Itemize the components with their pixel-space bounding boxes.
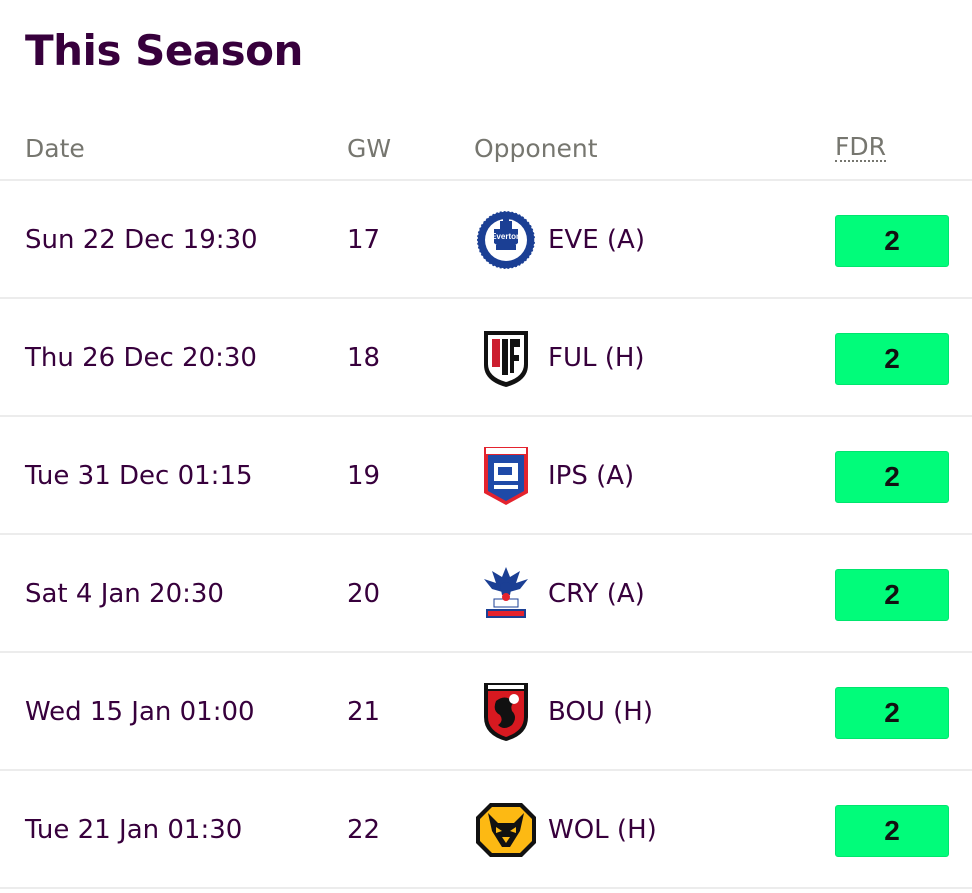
fixture-gameweek: 18 xyxy=(347,343,381,373)
fixture-date: Tue 31 Dec 01:15 xyxy=(25,461,253,491)
fixture-row: Wed 15 Jan 01:00 21 BOU (H) 2 xyxy=(0,653,972,771)
fixture-date: Tue 21 Jan 01:30 xyxy=(25,815,243,845)
bournemouth-crest-icon xyxy=(474,681,538,743)
fixture-row: Thu 26 Dec 20:30 18 FUL (H) 2 xyxy=(0,299,972,417)
fdr-badge: 2 xyxy=(835,687,949,739)
fixture-gameweek: 17 xyxy=(347,225,381,255)
fdr-badge: 2 xyxy=(835,805,949,857)
fixture-opponent: CRY (A) xyxy=(548,579,645,609)
fixture-date: Thu 26 Dec 20:30 xyxy=(25,343,257,373)
fixture-gameweek: 19 xyxy=(347,461,381,491)
wolves-crest-icon xyxy=(474,799,538,861)
fixture-opponent: WOL (H) xyxy=(548,815,657,845)
fixture-row: Sat 4 Jan 20:30 20 CRY (A) 2 xyxy=(0,535,972,653)
fixture-gameweek: 21 xyxy=(347,697,381,727)
fixture-row: Tue 21 Jan 01:30 22 WOL (H) 2 xyxy=(0,771,972,889)
fixture-date: Sun 22 Dec 19:30 xyxy=(25,225,258,255)
header-fdr[interactable]: FDR xyxy=(835,132,887,162)
table-header: Date GW Opponent FDR xyxy=(0,120,972,181)
crystal-palace-crest-icon xyxy=(474,563,538,625)
ipswich-crest-icon xyxy=(474,445,538,507)
header-date: Date xyxy=(25,134,85,163)
everton-crest-icon: Everton xyxy=(474,209,538,271)
fixture-row: Sun 22 Dec 19:30 17 Everton EVE (A) 2 xyxy=(0,181,972,299)
fixture-opponent: EVE (A) xyxy=(548,225,645,255)
fixture-opponent: BOU (H) xyxy=(548,697,653,727)
fixture-opponent: IPS (A) xyxy=(548,461,635,491)
header-opponent: Opponent xyxy=(474,134,598,163)
fixture-gameweek: 20 xyxy=(347,579,381,609)
fdr-badge: 2 xyxy=(835,215,949,267)
fdr-badge: 2 xyxy=(835,569,949,621)
header-gameweek: GW xyxy=(347,134,392,163)
fixture-date: Sat 4 Jan 20:30 xyxy=(25,579,224,609)
fixture-date: Wed 15 Jan 01:00 xyxy=(25,697,255,727)
fulham-crest-icon xyxy=(474,327,538,389)
fixtures-list: Sun 22 Dec 19:30 17 Everton EVE (A) 2 Th… xyxy=(0,181,972,889)
fdr-badge: 2 xyxy=(835,333,949,385)
fixture-row: Tue 31 Dec 01:15 19 IPS (A) 2 xyxy=(0,417,972,535)
fixture-gameweek: 22 xyxy=(347,815,381,845)
fdr-badge: 2 xyxy=(835,451,949,503)
svg-text:Everton: Everton xyxy=(491,232,521,241)
fixture-opponent: FUL (H) xyxy=(548,343,645,373)
section-title: This Season xyxy=(25,26,303,75)
